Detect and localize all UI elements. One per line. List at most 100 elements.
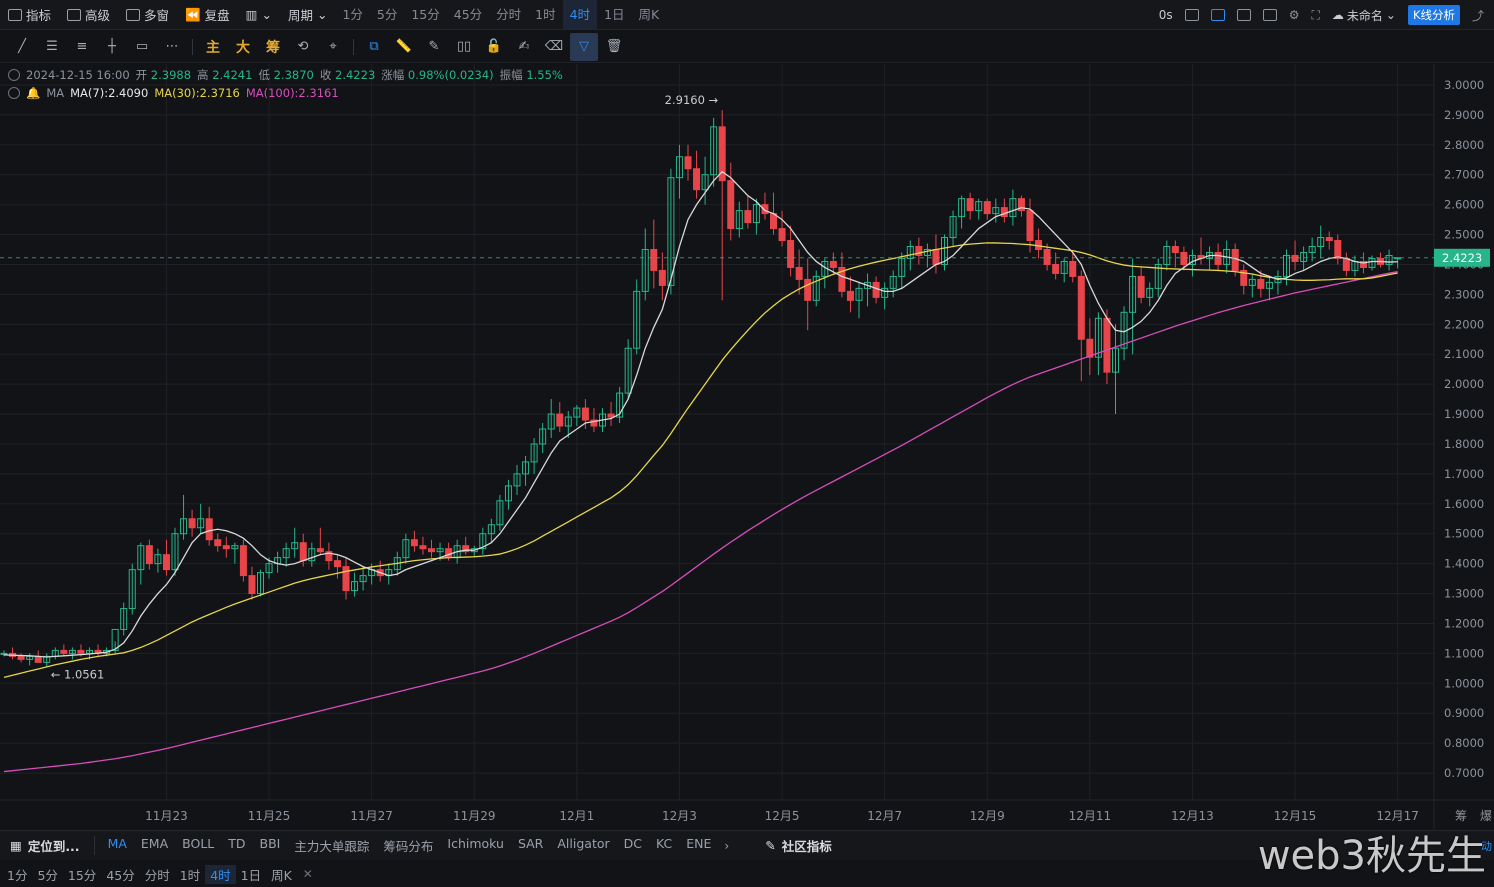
- price-chart[interactable]: 3.00002.90002.80002.70002.60002.50002.40…: [0, 64, 1494, 830]
- ruler-tool[interactable]: 📏: [390, 33, 418, 61]
- note-tool[interactable]: ✍: [510, 33, 538, 61]
- candle-body: [154, 554, 162, 565]
- multi-window-button[interactable]: 多窗: [118, 0, 177, 30]
- indicator-item[interactable]: BOLL: [182, 836, 215, 851]
- big-order-tool[interactable]: 大: [236, 39, 250, 56]
- trendline-tool[interactable]: ╱: [8, 33, 36, 61]
- indicator-item[interactable]: SAR: [517, 836, 544, 851]
- bottom-period-tab[interactable]: 分时: [144, 867, 170, 883]
- cloud-save-button[interactable]: ☁ 未命名 ⌄: [1331, 8, 1396, 23]
- community-indicators-button[interactable]: ✎ 社区指标: [765, 838, 832, 854]
- lock-tool[interactable]: 🔓: [480, 33, 508, 61]
- period-tab[interactable]: 1分: [342, 6, 363, 22]
- sync-tool[interactable]: ⟲: [289, 33, 317, 61]
- locate-button[interactable]: ▦ 定位到...: [10, 836, 95, 855]
- period-tab[interactable]: 分时: [496, 6, 522, 22]
- bottom-period-tab[interactable]: 5分: [37, 867, 58, 883]
- candle-body: [77, 649, 85, 654]
- period-tab[interactable]: 5分: [376, 6, 398, 22]
- share-icon[interactable]: ⤴: [1471, 8, 1484, 23]
- bottom-period-tab[interactable]: 15分: [67, 867, 97, 883]
- x-tick-label: 12月15: [1274, 809, 1317, 823]
- rectangle-icon: ▭: [135, 39, 149, 54]
- magnet-icon: ⌖: [329, 39, 337, 54]
- candle-tool[interactable]: ▯▯: [450, 33, 478, 61]
- kline-analysis-button[interactable]: K线分析: [1407, 5, 1460, 25]
- indicator-item[interactable]: BBI: [259, 836, 281, 851]
- delete-tool[interactable]: 🗑: [600, 33, 628, 61]
- main-force-tool[interactable]: 主: [206, 39, 220, 56]
- bottom-period-tab[interactable]: 1分: [7, 867, 28, 883]
- low-marker: ← 1.0561: [51, 668, 105, 682]
- brush-tool[interactable]: ✎: [420, 33, 448, 61]
- candle-body: [222, 545, 230, 550]
- period-tab[interactable]: 1日: [604, 6, 625, 22]
- filter-tool[interactable]: ▽: [570, 32, 598, 61]
- bottom-period-tab[interactable]: 1日: [240, 867, 262, 883]
- camera-icon[interactable]: [1184, 9, 1199, 21]
- layout-icon[interactable]: [1262, 9, 1277, 21]
- indicator-item[interactable]: Alligator: [557, 836, 610, 851]
- chart-type-dropdown[interactable]: ▥ ⌄: [238, 0, 280, 30]
- indicator-item[interactable]: 主力大单跟踪: [294, 839, 370, 854]
- candle-body: [667, 177, 675, 286]
- auto-tag[interactable]: 动: [1481, 840, 1492, 853]
- candle-body: [573, 407, 581, 418]
- indicator-item[interactable]: EMA: [140, 836, 169, 851]
- bottom-period-tab[interactable]: 1时: [179, 867, 201, 883]
- chip-tool[interactable]: 筹: [266, 39, 280, 56]
- replay-button[interactable]: ⏪ 复盘: [185, 6, 230, 24]
- bottom-period-tab[interactable]: 45分: [106, 867, 135, 883]
- indicator-item[interactable]: 筹码分布: [383, 839, 434, 854]
- period-tab[interactable]: 15分: [411, 6, 440, 22]
- drawing-toolbar: ╱ ☰ ≡ ┼ ▭ ⋯ 主 大 筹 ⟲ ⌖ ⧉ 📏 ✎ ▯▯ 🔓 ✍ ⌫ ▽ 🗑: [0, 31, 1494, 63]
- horizontal-lines-tool[interactable]: ☰: [38, 33, 66, 61]
- bell-icon[interactable]: 🔔: [26, 86, 41, 100]
- candle-body: [522, 461, 530, 475]
- candle-body: [428, 548, 435, 553]
- candle-body: [1214, 251, 1222, 265]
- rectangle-tool[interactable]: ▭: [128, 33, 156, 61]
- pencil-icon[interactable]: [1210, 9, 1225, 21]
- candle-body: [248, 575, 256, 595]
- period-tab[interactable]: 1时: [535, 6, 556, 22]
- candle-body: [804, 278, 812, 301]
- settings-circle-icon[interactable]: [8, 87, 20, 99]
- period-tabs: 1分 5分 15分 45分 分时 1时 4时 1日 周K: [335, 0, 666, 30]
- indicator-item[interactable]: Ichimoku: [447, 836, 504, 851]
- y-tick-label: 0.7000: [1444, 766, 1484, 780]
- y-tick-label: 2.0000: [1444, 377, 1484, 391]
- indicator-item[interactable]: DC: [623, 836, 642, 851]
- period-tab[interactable]: 4时: [562, 0, 598, 30]
- period-tab[interactable]: 45分: [453, 6, 483, 22]
- fullscreen-icon[interactable]: ⛶: [1311, 7, 1320, 22]
- ma100-line: [3, 270, 1398, 773]
- indicator-item[interactable]: KC: [656, 836, 673, 851]
- cross-line-tool[interactable]: ┼: [98, 33, 126, 61]
- indicator-button[interactable]: 指标: [0, 0, 59, 30]
- note-icon: ✍: [518, 39, 530, 54]
- candle-body: [581, 407, 589, 421]
- candle-body: [838, 266, 846, 292]
- settings-circle-icon[interactable]: [8, 69, 20, 81]
- indicator-item[interactable]: ENE: [686, 836, 712, 851]
- magnet-tool[interactable]: ⌖: [319, 33, 347, 61]
- indicator-item[interactable]: TD: [228, 836, 246, 851]
- close-icon[interactable]: ✕: [302, 867, 313, 881]
- candle-body: [744, 210, 752, 224]
- period-tab[interactable]: 周K: [638, 6, 660, 22]
- candle-body: [60, 649, 68, 654]
- more-tools[interactable]: ⋯: [158, 33, 186, 61]
- separator: [353, 38, 354, 55]
- settings-icon[interactable]: ⚙: [1288, 8, 1300, 22]
- period-dropdown[interactable]: 周期 ⌄: [287, 7, 328, 23]
- eraser-tool[interactable]: ⌫: [540, 33, 568, 61]
- bottom-period-tab[interactable]: 4时: [205, 864, 236, 884]
- chevron-right-icon[interactable]: ›: [724, 838, 730, 853]
- advanced-button[interactable]: 高级: [59, 0, 118, 30]
- window-icon[interactable]: [1236, 9, 1251, 21]
- indicator-item[interactable]: MA: [107, 836, 127, 851]
- parallel-lines-tool[interactable]: ≡: [68, 33, 96, 61]
- bottom-period-tab[interactable]: 周K: [271, 867, 292, 883]
- copy-tool[interactable]: ⧉: [360, 33, 388, 61]
